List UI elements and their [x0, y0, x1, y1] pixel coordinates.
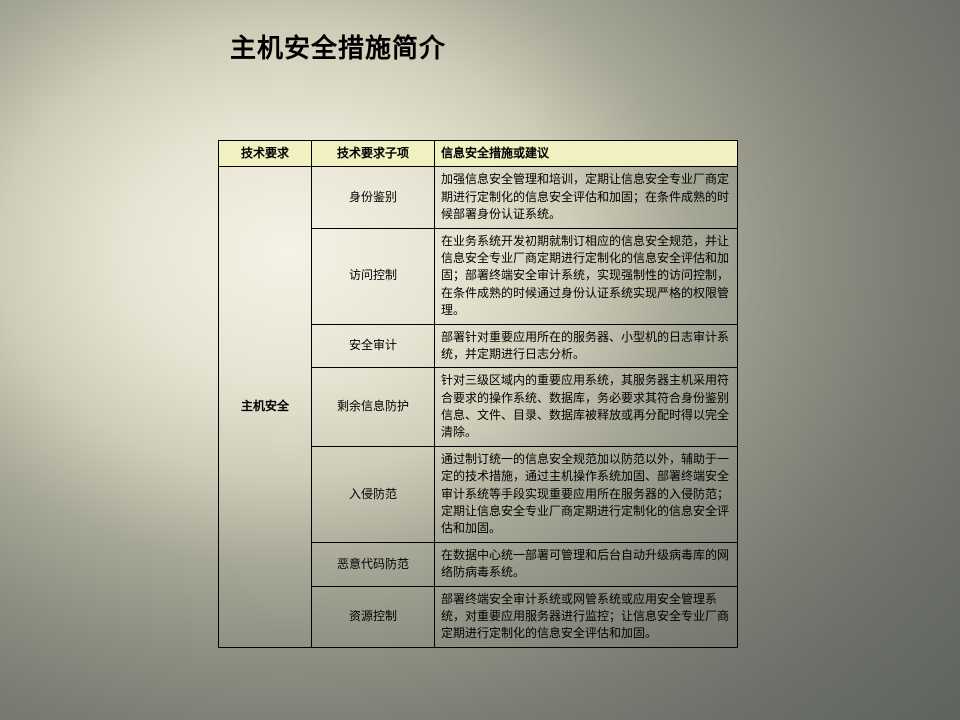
desc-cell: 加强信息安全管理和培训，定期让信息安全专业厂商定期进行定制化的信息安全评估和加固…	[435, 167, 738, 228]
desc-cell: 针对三级区域内的重要应用系统，其服务器主机采用符合要求的操作系统、数据库，务必要…	[435, 368, 738, 447]
header-measure: 信息安全措施或建议	[435, 141, 738, 167]
sub-cell: 安全审计	[312, 324, 435, 368]
security-table: 技术要求 技术要求子项 信息安全措施或建议 主机安全 身份鉴别 加强信息安全管理…	[218, 140, 738, 648]
sub-cell: 恶意代码防范	[312, 542, 435, 586]
table-row: 主机安全 身份鉴别 加强信息安全管理和培训，定期让信息安全专业厂商定期进行定制化…	[219, 167, 738, 228]
desc-cell: 在数据中心统一部署可管理和后台自动升级病毒库的网络防病毒系统。	[435, 542, 738, 586]
desc-cell: 部署针对重要应用所在的服务器、小型机的日志审计系统，并定期进行日志分析。	[435, 324, 738, 368]
page-title: 主机安全措施简介	[230, 28, 446, 65]
desc-cell: 部署终端安全审计系统或网管系统或应用安全管理系统，对重要应用服务器进行监控；让信…	[435, 586, 738, 647]
sub-cell: 身份鉴别	[312, 167, 435, 228]
table-body: 主机安全 身份鉴别 加强信息安全管理和培训，定期让信息安全专业厂商定期进行定制化…	[219, 167, 738, 647]
sub-cell: 入侵防范	[312, 446, 435, 542]
category-cell: 主机安全	[219, 167, 312, 647]
desc-cell: 在业务系统开发初期就制订相应的信息安全规范，并让信息安全专业厂商定期进行定制化的…	[435, 228, 738, 324]
sub-cell: 剩余信息防护	[312, 368, 435, 447]
desc-cell: 通过制订统一的信息安全规范加以防范以外，辅助于一定的技术措施，通过主机操作系统加…	[435, 446, 738, 542]
header-requirement: 技术要求	[219, 141, 312, 167]
header-subitem: 技术要求子项	[312, 141, 435, 167]
sub-cell: 资源控制	[312, 586, 435, 647]
sub-cell: 访问控制	[312, 228, 435, 324]
table-header-row: 技术要求 技术要求子项 信息安全措施或建议	[219, 141, 738, 167]
security-table-wrap: 技术要求 技术要求子项 信息安全措施或建议 主机安全 身份鉴别 加强信息安全管理…	[218, 140, 738, 648]
slide: 主机安全措施简介 技术要求 技术要求子项 信息安全措施或建议 主机安全 身份鉴别…	[0, 0, 960, 720]
